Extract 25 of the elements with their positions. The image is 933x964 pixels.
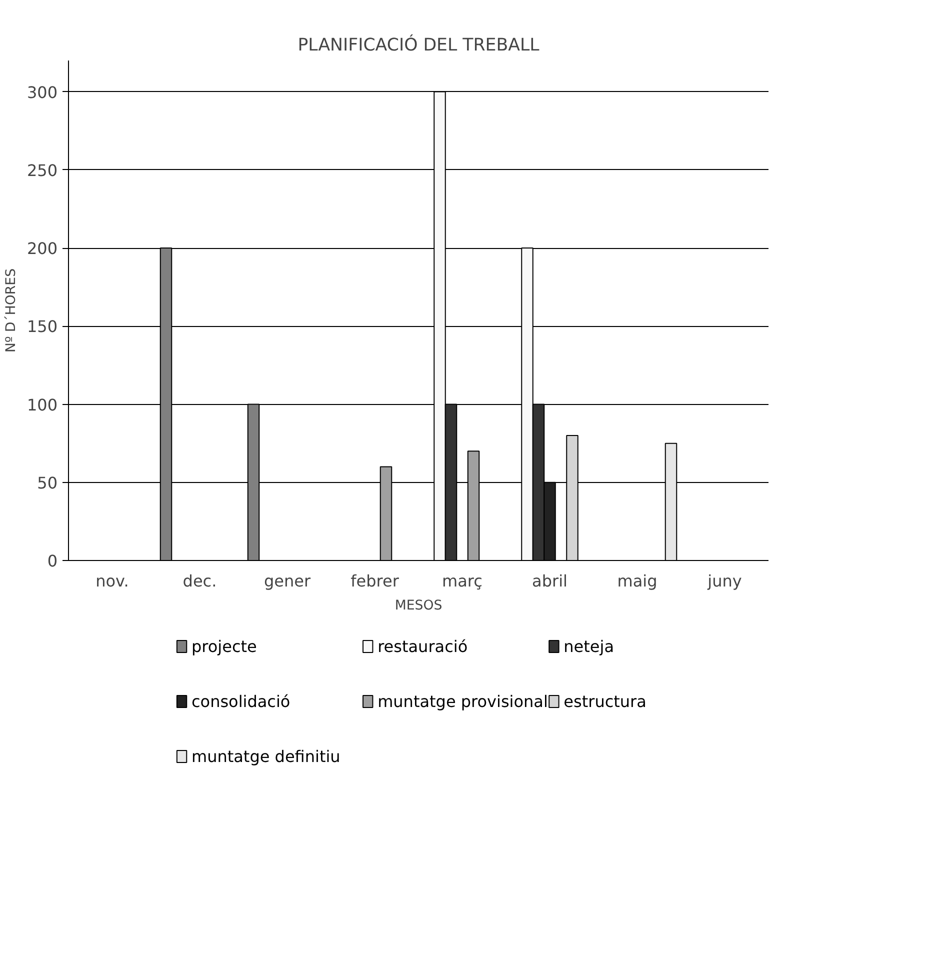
y-tick-label: 150 [26, 317, 58, 336]
legend-label: neteja [564, 637, 614, 656]
x-tick-label: nov. [96, 572, 129, 590]
x-tick-label: abril [532, 572, 568, 590]
y-tick-label: 250 [26, 160, 58, 180]
y-tick-label: 200 [26, 239, 58, 258]
y-tick-label: 300 [26, 82, 58, 102]
x-tick-label: febrer [350, 572, 400, 590]
y-tick-label: 0 [47, 552, 58, 570]
legend-label: consolidació [191, 692, 290, 711]
x-tick-label: juny [706, 572, 742, 590]
chart-title: PLANIFICACIÓ DEL TREBALL [298, 34, 540, 56]
y-tick-label: 100 [26, 395, 58, 414]
legend-label: restauració [378, 637, 468, 656]
legend-label: estructura [564, 692, 646, 711]
x-tick-label: març [442, 572, 482, 590]
x-axis-title: MESOS [394, 598, 442, 614]
x-tick-label: maig [617, 572, 658, 590]
x-tick-label: gener [264, 572, 311, 590]
x-tick-label: dec. [182, 572, 217, 590]
legend-label: muntatge definitiu [191, 747, 340, 766]
y-tick-label: 50 [37, 473, 58, 492]
y-axis-title: Nº D´HORES [4, 268, 19, 353]
legend-label: projecte [191, 637, 257, 656]
legend-label: muntatge provisional [378, 692, 548, 711]
